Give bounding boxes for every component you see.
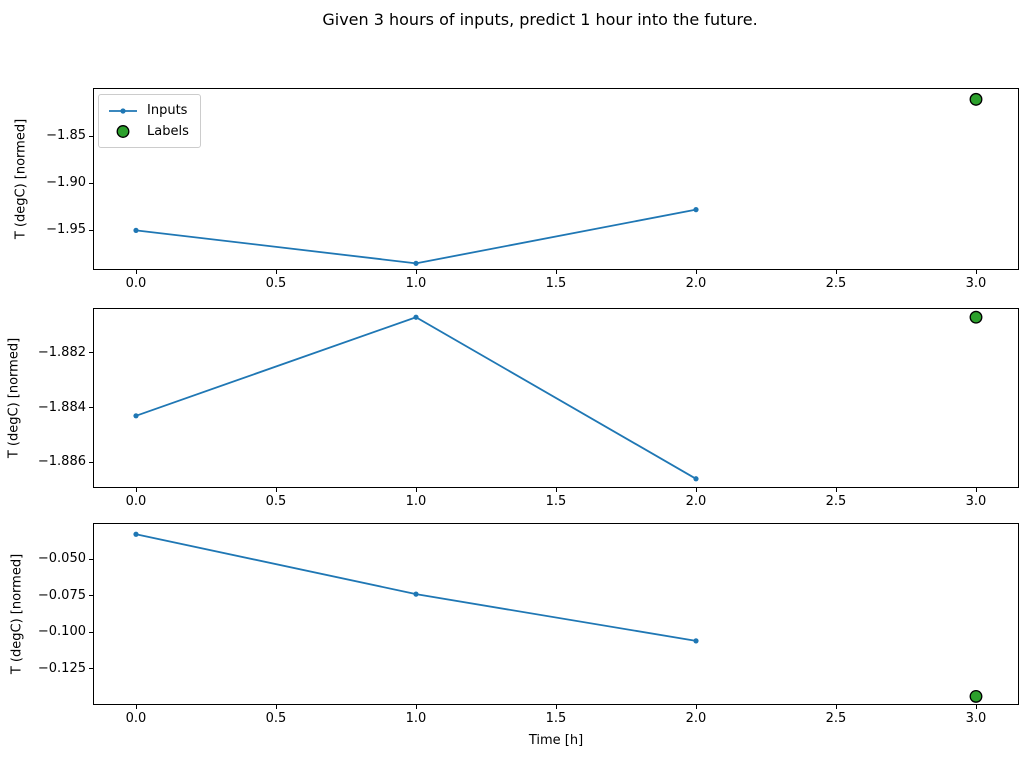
labels-point (969, 310, 983, 324)
inputs-marker (133, 227, 139, 233)
inputs-marker (693, 476, 699, 482)
x-tick-label: 0.0 (125, 276, 147, 291)
inputs-labels-plot (133, 92, 983, 266)
y-tick (89, 229, 93, 231)
x-tick-label: 1.5 (545, 494, 567, 509)
inputs-labels-plot (133, 310, 983, 482)
x-tick-label: 1.5 (545, 276, 567, 291)
x-tick-label: 1.0 (405, 494, 427, 509)
x-tick-label: 0.5 (265, 711, 287, 726)
x-tick-label: 1.0 (405, 711, 427, 726)
inputs-line (135, 208, 697, 265)
x-tick (556, 705, 557, 709)
x-tick (276, 488, 277, 492)
x-tick-label: 0.5 (265, 276, 287, 291)
inputs-marker (133, 531, 139, 537)
labels-point (969, 689, 983, 703)
x-tick-label: 2.5 (825, 276, 847, 291)
legend-entry-labels: Labels (108, 121, 189, 142)
x-tick-label: 1.5 (545, 711, 567, 726)
x-tick (976, 705, 977, 709)
x-tick (136, 270, 137, 274)
x-tick (556, 270, 557, 274)
x-tick-label: 3.0 (965, 494, 987, 509)
x-tick (136, 488, 137, 492)
y-tick-label: −1.90 (46, 175, 86, 191)
x-tick (836, 705, 837, 709)
legend: Inputs Labels (98, 94, 201, 148)
x-tick (556, 488, 557, 492)
y-tick-label: −1.884 (37, 399, 86, 415)
y-tick (89, 135, 93, 137)
x-tick-label: 0.5 (265, 494, 287, 509)
x-tick (696, 270, 697, 274)
subplot-middle: T (degC) [normed] −1.882 −1.884 −1.886 0.0 0… (0, 308, 1030, 509)
y-tick (89, 668, 93, 670)
legend-label-labels: Labels (147, 124, 189, 139)
inputs-marker (413, 260, 419, 266)
x-tick (976, 488, 977, 492)
labels-point (969, 92, 983, 106)
y-tick-label: −0.100 (37, 624, 86, 640)
y-tick (89, 461, 93, 463)
y-tick (89, 595, 93, 597)
inputs-line (135, 316, 697, 480)
x-tick-label: 2.5 (825, 494, 847, 509)
inputs-line (135, 533, 697, 642)
inputs-line-icon (109, 107, 137, 114)
y-tick-label: −1.886 (37, 454, 86, 470)
legend-label-inputs: Inputs (147, 103, 188, 118)
y-tick (89, 352, 93, 354)
x-tick (836, 270, 837, 274)
inputs-marker (413, 314, 419, 320)
y-tick-label: −0.050 (37, 551, 86, 567)
plot-area (93, 308, 1019, 488)
x-tick-label: 2.0 (685, 494, 707, 509)
x-tick (276, 705, 277, 709)
x-tick-label: 1.0 (405, 276, 427, 291)
x-tick (696, 488, 697, 492)
y-tick (89, 631, 93, 633)
subplot-bottom: T (degC) [normed] −0.050 −0.075 −0.100 −0.1… (0, 523, 1030, 726)
plot-area (93, 523, 1019, 705)
x-tick (976, 270, 977, 274)
inputs-marker (693, 638, 699, 644)
x-tick (696, 705, 697, 709)
y-axis-label: T (degC) [normed] (9, 553, 25, 675)
x-tick-label: 2.0 (685, 711, 707, 726)
y-tick-label: −0.075 (37, 587, 86, 603)
x-tick-label: 2.0 (685, 276, 707, 291)
plot-area: Inputs Labels (93, 88, 1019, 270)
y-tick (89, 182, 93, 184)
x-tick-label: 3.0 (965, 276, 987, 291)
x-tick (416, 705, 417, 709)
x-axis-label: Time [h] (528, 733, 584, 748)
x-tick-label: 3.0 (965, 711, 987, 726)
legend-entry-inputs: Inputs (108, 100, 189, 121)
subplot-top: T (degC) [normed] Inputs Labels (0, 88, 1030, 291)
x-tick-label: 0.0 (125, 711, 147, 726)
labels-circle-icon (116, 125, 130, 138)
figure-title: Given 3 hours of inputs, predict 1 hour … (322, 10, 758, 29)
inputs-labels-plot (133, 531, 983, 703)
y-tick (89, 558, 93, 560)
y-tick (89, 407, 93, 409)
y-tick-label: −0.125 (37, 660, 86, 676)
y-tick-label: −1.85 (46, 128, 86, 144)
x-tick (416, 270, 417, 274)
y-tick-label: −1.95 (46, 222, 86, 238)
x-tick (276, 270, 277, 274)
x-tick (836, 488, 837, 492)
x-tick (136, 705, 137, 709)
x-tick-label: 0.0 (125, 494, 147, 509)
y-tick-label: −1.882 (37, 344, 86, 360)
x-tick (416, 488, 417, 492)
x-tick-label: 2.5 (825, 711, 847, 726)
inputs-marker (413, 591, 419, 597)
inputs-marker (133, 413, 139, 419)
inputs-marker (693, 207, 699, 213)
